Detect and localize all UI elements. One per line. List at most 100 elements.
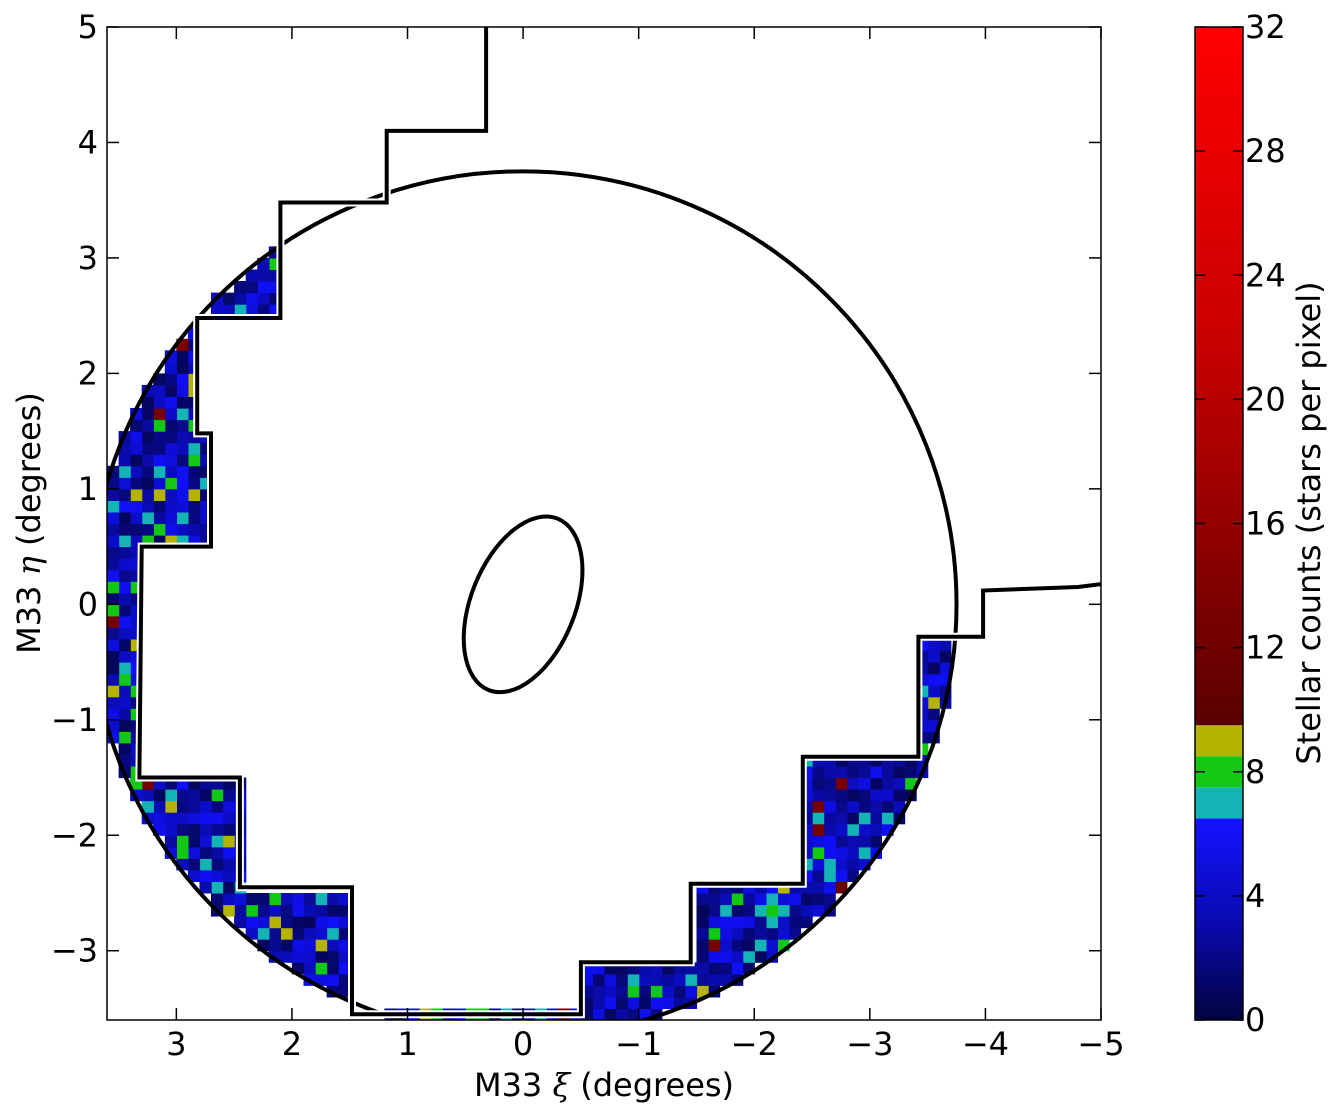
heatmap-cell (118, 523, 131, 536)
heatmap-cell (107, 535, 120, 548)
heatmap-cell (211, 823, 224, 836)
heatmap-cell (245, 893, 258, 906)
heatmap-cell (141, 523, 154, 536)
heatmap-cell (708, 950, 721, 963)
y-tick-label: 1 (78, 470, 98, 508)
heatmap-cell (719, 916, 732, 929)
heatmap-cell (130, 477, 143, 490)
heatmap-cell (222, 881, 235, 894)
colorbar-segment (1195, 787, 1243, 819)
heatmap-cell (211, 789, 224, 802)
heatmap-cell (187, 512, 201, 525)
heatmap-cell (812, 904, 825, 917)
heatmap-cell (846, 835, 859, 848)
heatmap-cell (315, 916, 328, 929)
heatmap-cell (164, 396, 177, 409)
heatmap-cell (176, 846, 189, 859)
heatmap-cell (661, 973, 674, 986)
heatmap-cell (927, 650, 940, 663)
heatmap-cell (211, 800, 224, 813)
heatmap-cell (164, 477, 177, 490)
heatmap-cell (187, 800, 201, 813)
heatmap-cell (788, 893, 802, 906)
heatmap-cell (326, 916, 339, 929)
heatmap-cell (326, 904, 339, 917)
heatmap-cell (118, 708, 131, 721)
heatmap-cell (176, 500, 189, 513)
inner-ellipse (461, 514, 585, 695)
heatmap-cell (107, 581, 120, 594)
heatmap-cell (222, 292, 235, 305)
heatmap-cell (858, 812, 871, 825)
heatmap-cell (245, 927, 258, 940)
colorbar-tick-label: 24 (1245, 256, 1286, 294)
heatmap-cell (326, 973, 339, 986)
heatmap-cell (141, 442, 154, 455)
heatmap-cell (812, 812, 825, 825)
heatmap-cell (580, 1008, 594, 1020)
heatmap-cell (176, 477, 189, 490)
heatmap-cell (696, 962, 709, 975)
heatmap-cell (153, 465, 166, 478)
heatmap-cell (141, 408, 154, 421)
y-tick-label: −2 (51, 816, 98, 854)
heatmap-cell (708, 893, 721, 906)
heatmap-cell (245, 304, 258, 317)
heatmap-cell (823, 869, 836, 882)
heatmap-cell (164, 373, 177, 386)
heatmap-cell (187, 454, 201, 467)
heatmap-cell (835, 869, 848, 882)
heatmap-cell (604, 996, 617, 1009)
heatmap-cell (800, 904, 813, 917)
heatmap-cell (684, 973, 698, 986)
x-tick-label: 1 (397, 1025, 417, 1063)
heatmap-cell (130, 500, 143, 513)
heatmap-cell (268, 893, 281, 906)
heatmap-cell (638, 996, 651, 1009)
heatmap-cell (338, 916, 351, 929)
heatmap-cell (846, 812, 859, 825)
heatmap-cell (107, 696, 120, 709)
heatmap-cell (719, 973, 732, 986)
x-axis-ticks: 3 2 1 0 −1 −2 −3 −4 −5 (166, 27, 1125, 1063)
heatmap-cell (303, 904, 316, 917)
heatmap-cell (141, 488, 154, 501)
heatmap-cell (222, 904, 235, 917)
heatmap-cell (222, 893, 235, 906)
heatmap-cell (280, 916, 293, 929)
heatmap-cell (939, 662, 952, 675)
heatmap-cell (153, 419, 166, 432)
heatmap-cell (130, 442, 143, 455)
heatmap-cell (222, 846, 235, 859)
heatmap-cell (280, 893, 293, 906)
heatmap-cell (153, 384, 166, 397)
heatmap-cell (153, 789, 166, 802)
x-tick-label: 3 (166, 1025, 186, 1063)
heatmap-cell (153, 523, 166, 536)
heatmap-cell (107, 685, 120, 698)
heatmap-cell (176, 465, 189, 478)
heatmap-cell (164, 512, 177, 525)
heatmap-cell (107, 719, 120, 732)
heatmap-cell (141, 431, 154, 444)
heatmap-cell (176, 373, 189, 386)
heatmap-cell (153, 431, 166, 444)
heatmap-cell (812, 869, 825, 882)
heatmap-cell (222, 800, 235, 813)
heatmap-cell (153, 442, 166, 455)
heatmap-cell (222, 789, 235, 802)
heatmap-cell (326, 962, 339, 975)
heatmap-cell (141, 789, 154, 802)
overlay-lines (107, 27, 1101, 1020)
heatmap-cell (881, 777, 894, 790)
heatmap-cell (893, 777, 906, 790)
heatmap-cell (303, 939, 316, 952)
heatmap-cell (893, 766, 906, 779)
heatmap-cell (141, 477, 154, 490)
heatmap-cell (176, 789, 189, 802)
heatmap-cell (199, 812, 212, 825)
heatmap-cell (245, 281, 258, 294)
heatmap-cell (141, 454, 154, 467)
heatmap-cell (939, 639, 952, 652)
heatmap-cell (303, 950, 316, 963)
